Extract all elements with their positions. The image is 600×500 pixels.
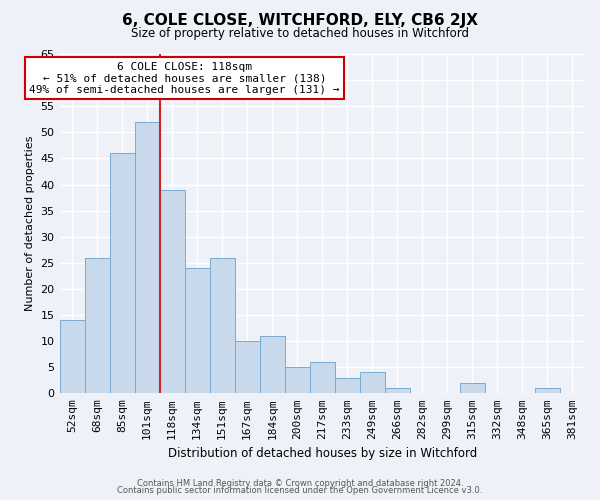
- Bar: [209, 258, 235, 394]
- Bar: [85, 258, 110, 394]
- Bar: [185, 268, 209, 394]
- Bar: [385, 388, 410, 394]
- Bar: [160, 190, 185, 394]
- Bar: [335, 378, 360, 394]
- Bar: [110, 153, 134, 394]
- Bar: [460, 383, 485, 394]
- Bar: [535, 388, 560, 394]
- Text: 6 COLE CLOSE: 118sqm
← 51% of detached houses are smaller (138)
49% of semi-deta: 6 COLE CLOSE: 118sqm ← 51% of detached h…: [29, 62, 340, 95]
- Y-axis label: Number of detached properties: Number of detached properties: [25, 136, 35, 312]
- Text: Contains public sector information licensed under the Open Government Licence v3: Contains public sector information licen…: [118, 486, 482, 495]
- Bar: [310, 362, 335, 394]
- Text: Size of property relative to detached houses in Witchford: Size of property relative to detached ho…: [131, 28, 469, 40]
- Bar: [285, 367, 310, 394]
- Bar: [134, 122, 160, 394]
- X-axis label: Distribution of detached houses by size in Witchford: Distribution of detached houses by size …: [167, 447, 477, 460]
- Bar: [59, 320, 85, 394]
- Text: 6, COLE CLOSE, WITCHFORD, ELY, CB6 2JX: 6, COLE CLOSE, WITCHFORD, ELY, CB6 2JX: [122, 12, 478, 28]
- Bar: [260, 336, 285, 394]
- Bar: [360, 372, 385, 394]
- Bar: [235, 341, 260, 394]
- Text: Contains HM Land Registry data © Crown copyright and database right 2024.: Contains HM Land Registry data © Crown c…: [137, 478, 463, 488]
